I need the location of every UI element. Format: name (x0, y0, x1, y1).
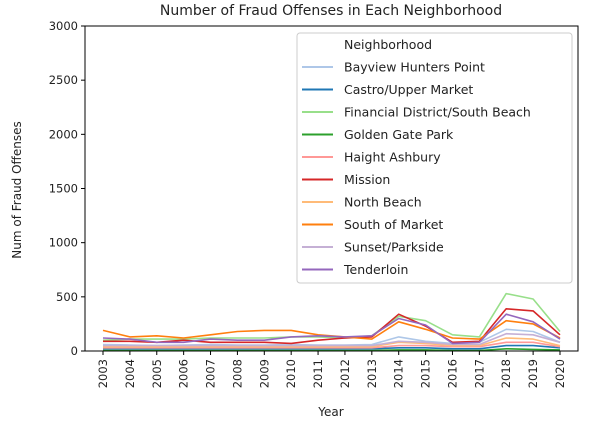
x-tick-label: 2013 (365, 359, 379, 388)
legend-entry: Sunset/Parkside (344, 240, 444, 255)
x-tick-label: 2005 (150, 359, 164, 388)
y-tick-label: 1500 (49, 182, 78, 196)
x-tick-label: 2011 (311, 359, 325, 388)
y-tick-label: 3000 (49, 19, 78, 33)
legend-entry: Bayview Hunters Point (344, 60, 485, 75)
legend-entry: South of Market (344, 217, 443, 232)
x-axis-label: Year (317, 405, 343, 419)
x-tick-label: 2020 (553, 359, 567, 388)
x-tick-label: 2009 (257, 359, 271, 388)
x-tick-label: 2014 (392, 359, 406, 388)
x-axis-ticks: 2003 2004 2005 2006 2007 2008 2009 2010 2011 2012… (96, 351, 567, 388)
series-line-6 (103, 337, 561, 348)
series-line-4 (103, 341, 561, 349)
series-line-2 (102, 292, 561, 341)
legend-entry: Financial District/South Beach (344, 105, 531, 120)
x-tick-label: 2007 (204, 359, 218, 388)
series-line-8 (103, 332, 561, 347)
legend-entry: Tenderloin (343, 262, 408, 277)
series-layer (102, 292, 561, 352)
y-axis-ticks: 0 500 1000 1500 2000 2500 3000 (49, 19, 85, 358)
legend-entry: Golden Gate Park (344, 127, 454, 142)
x-tick-label: 2012 (338, 359, 352, 388)
x-tick-label: 2017 (472, 359, 486, 388)
y-axis-label: Num of Fraud Offenses (10, 121, 24, 258)
y-tick-label: 2500 (49, 73, 78, 87)
legend-title: Neighborhood (344, 37, 432, 52)
x-tick-label: 2003 (96, 359, 110, 388)
y-tick-label: 2000 (49, 127, 78, 141)
x-tick-label: 2016 (445, 359, 459, 388)
x-tick-label: 2006 (177, 359, 191, 388)
series-line-1 (103, 344, 561, 350)
legend-entry: Haight Ashbury (344, 150, 441, 165)
x-tick-label: 2010 (284, 359, 298, 388)
series-line-9 (102, 313, 561, 345)
legend-entry: Mission (344, 172, 390, 187)
y-tick-label: 500 (56, 290, 78, 304)
y-tick-label: 0 (71, 344, 78, 358)
legend: Neighborhood Bayview Hunters Point Castro/… (296, 32, 573, 284)
legend-entry: North Beach (344, 195, 422, 210)
y-tick-label: 1000 (49, 236, 78, 250)
legend-box (296, 32, 573, 284)
x-tick-label: 2004 (123, 359, 137, 388)
x-tick-label: 2008 (230, 359, 244, 388)
legend-entry: Castro/Upper Market (344, 82, 473, 97)
x-tick-label: 2015 (419, 359, 433, 388)
chart-title: Number of Fraud Offenses in Each Neighbo… (160, 3, 502, 19)
x-tick-label: 2018 (499, 359, 513, 388)
x-tick-label: 2019 (526, 359, 540, 388)
